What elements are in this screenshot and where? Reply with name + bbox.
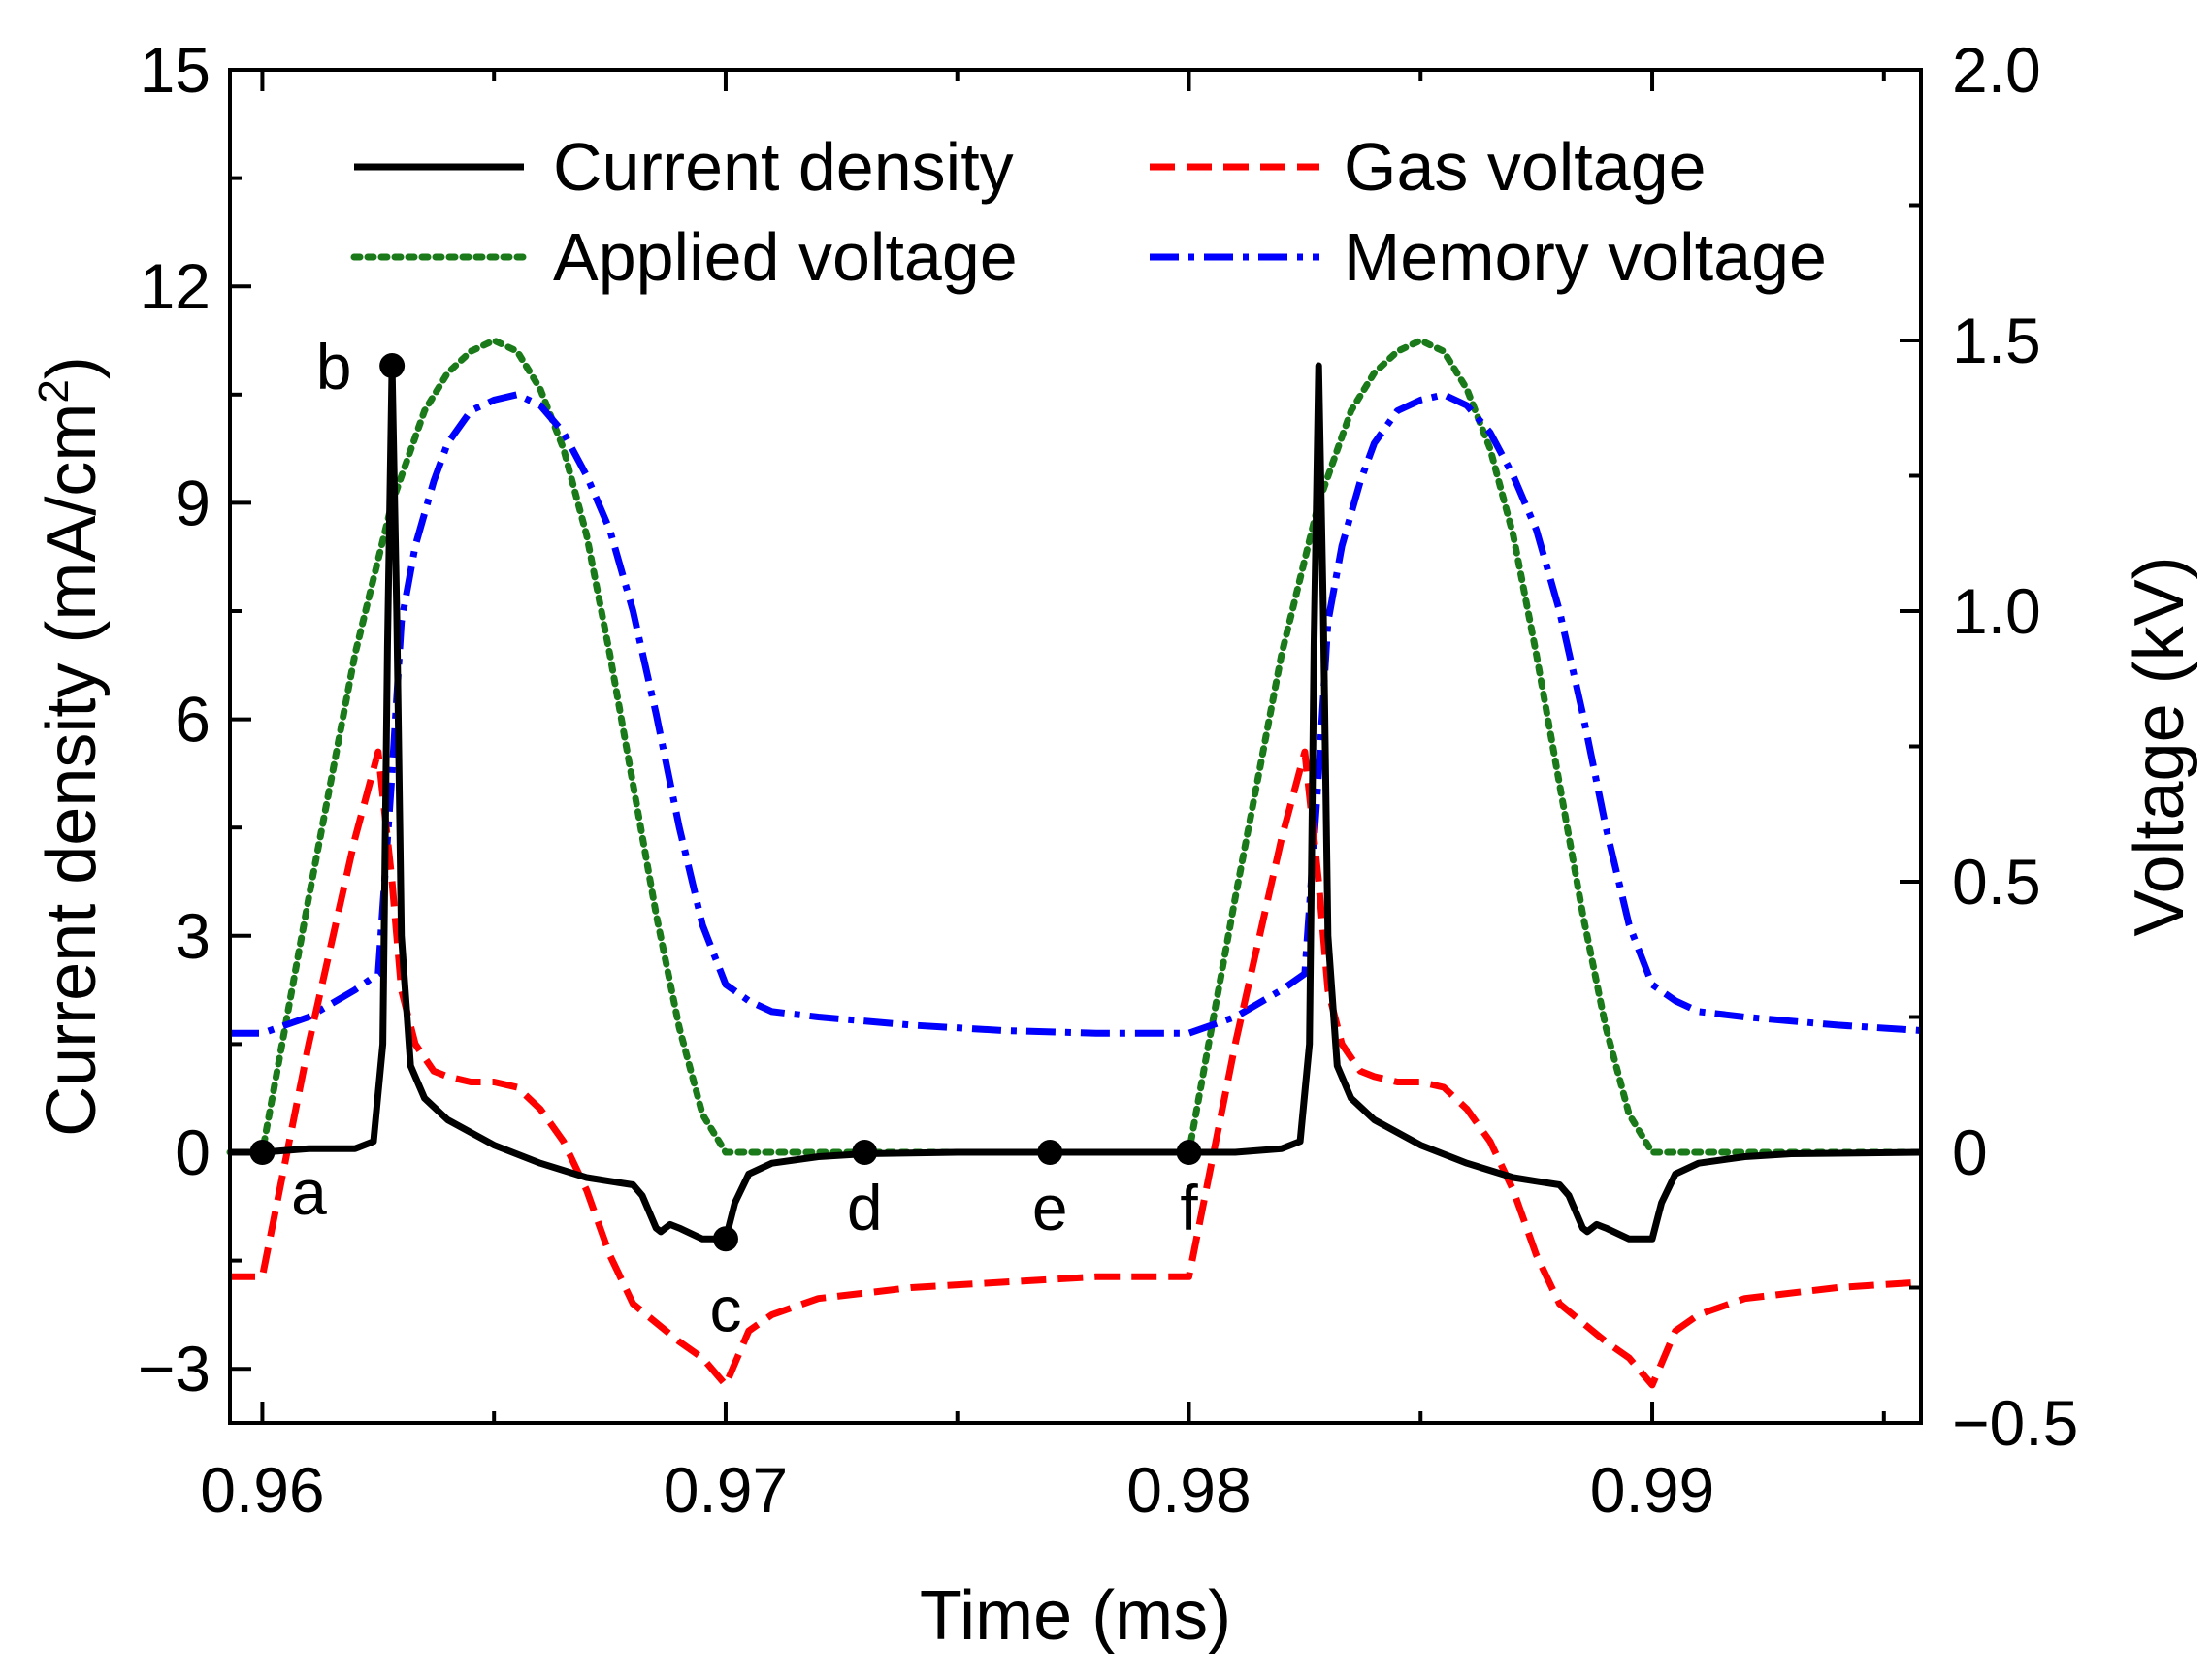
legend-label-memory-voltage: Memory voltage <box>1344 219 1827 295</box>
y-left-tick-label: 15 <box>140 34 211 106</box>
point-label-d: d <box>847 1172 883 1243</box>
series-layer <box>226 337 1925 1389</box>
point-marker-e <box>1037 1140 1063 1165</box>
y-left-tick-label: 0 <box>175 1116 211 1188</box>
series-line-applied-voltage <box>226 337 1925 1156</box>
x-tick-label: 0.96 <box>200 1454 324 1526</box>
x-tick-label: 0.97 <box>664 1454 788 1526</box>
point-label-f: f <box>1180 1172 1198 1243</box>
x-tick-label: 0.98 <box>1126 1454 1251 1526</box>
point-label-a: a <box>291 1156 327 1228</box>
series-line-current-density <box>230 362 1922 1243</box>
series-line-memory-voltage <box>230 391 1922 1037</box>
point-marker-f <box>1176 1140 1202 1165</box>
point-marker-b <box>379 353 406 379</box>
series-line-gas-voltage <box>230 748 1922 1389</box>
point-label-e: e <box>1032 1172 1068 1243</box>
y-left-tick-label: 3 <box>175 900 211 972</box>
y-right-tick-label: 2.0 <box>1952 34 2041 106</box>
y-right-tick-label: 1.5 <box>1952 305 2041 376</box>
y-right-tick-label: 1.0 <box>1952 575 2041 647</box>
y-left-tick-label: −3 <box>138 1333 211 1405</box>
y-right-tick-label: 0 <box>1952 1116 1988 1188</box>
axes-layer: 0.96 0.97 0.98 0.99 −3 0 3 6 9 12 15 −0.5 0 0.5 1.0 1.5… <box>138 34 2079 1526</box>
point-marker-d <box>852 1140 878 1165</box>
point-marker-c <box>712 1226 738 1252</box>
y-left-axis-title-main: Current density (mA/cm <box>33 404 111 1137</box>
y-left-tick-label: 6 <box>175 684 211 756</box>
y-left-axis-title: Current density (mA/cm2) <box>30 356 111 1137</box>
point-marker-a <box>249 1140 276 1165</box>
x-tick-label: 0.99 <box>1590 1454 1714 1526</box>
x-axis-title: Time (ms) <box>920 1577 1231 1655</box>
legend: Current density Gas voltage Applied voltag… <box>350 129 1827 295</box>
annotation-layer: a b c d e f <box>249 331 1202 1344</box>
legend-label-gas-voltage: Gas voltage <box>1344 129 1707 205</box>
y-left-axis-title-close: ) <box>33 356 111 379</box>
axis-titles: Time (ms) Current density (mA/cm2) Voltage… <box>30 356 2198 1655</box>
point-label-c: c <box>709 1273 741 1344</box>
y-left-tick-label: 9 <box>175 467 211 538</box>
legend-label-applied-voltage: Applied voltage <box>553 219 1018 295</box>
y-right-tick-label: −0.5 <box>1952 1387 2078 1459</box>
y-left-tick-label: 12 <box>140 250 211 322</box>
y-right-axis-title: Voltage (kV) <box>2121 556 2198 936</box>
legend-label-current-density: Current density <box>553 129 1014 205</box>
point-label-b: b <box>316 331 352 403</box>
y-left-axis-title-superscript: 2 <box>30 379 78 403</box>
y-right-tick-label: 0.5 <box>1952 846 2041 918</box>
